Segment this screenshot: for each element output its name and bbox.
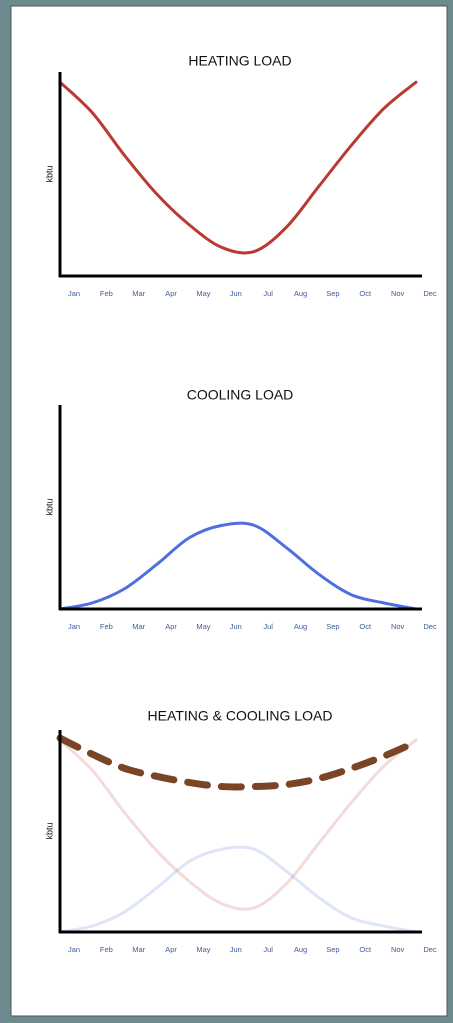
x-tick-label: Dec <box>423 622 437 631</box>
x-tick-label: Jul <box>263 622 273 631</box>
x-tick-label: Jan <box>68 289 80 298</box>
x-tick-label: Oct <box>359 945 372 954</box>
y-axis-label: kbtu <box>44 165 54 182</box>
x-tick-label: Jul <box>263 945 273 954</box>
x-tick-label: Mar <box>132 622 145 631</box>
x-tick-label: Jul <box>263 289 273 298</box>
x-tick-label: Apr <box>165 622 177 631</box>
x-tick-label: Mar <box>132 945 145 954</box>
x-tick-label: Sep <box>326 622 339 631</box>
panel <box>10 5 448 1017</box>
x-tick-label: Mar <box>132 289 145 298</box>
y-axis-label: kbtu <box>44 822 54 839</box>
x-tick-label: Aug <box>294 289 307 298</box>
line-series <box>58 80 418 255</box>
line-series <box>58 845 418 934</box>
x-tick-label: Feb <box>100 289 113 298</box>
x-tick-label: Jun <box>230 622 242 631</box>
x-tick-label: Jan <box>68 622 80 631</box>
x-tick-label: Nov <box>391 622 405 631</box>
x-tick-label: Sep <box>326 289 339 298</box>
x-tick-label: Dec <box>423 289 437 298</box>
line-series <box>58 738 418 911</box>
x-tick-label: Nov <box>391 289 405 298</box>
x-tick-label: Aug <box>294 622 307 631</box>
line-series <box>56 734 420 791</box>
chart-title: HEATING & COOLING LOAD <box>148 708 333 724</box>
x-tick-label: Nov <box>391 945 405 954</box>
chart-title: HEATING LOAD <box>188 53 291 69</box>
x-tick-label: Oct <box>359 622 372 631</box>
y-axis-label: kbtu <box>44 498 54 515</box>
x-tick-label: Aug <box>294 945 307 954</box>
x-tick-label: Jun <box>230 945 242 954</box>
line-series <box>58 521 418 611</box>
x-tick-label: Oct <box>359 289 372 298</box>
x-tick-label: Apr <box>165 945 177 954</box>
x-tick-label: Dec <box>423 945 437 954</box>
x-tick-label: Jun <box>230 289 242 298</box>
x-tick-label: May <box>196 945 210 954</box>
x-tick-label: May <box>196 622 210 631</box>
x-tick-label: Feb <box>100 945 113 954</box>
chart-title: COOLING LOAD <box>187 387 294 403</box>
x-tick-label: Feb <box>100 622 113 631</box>
x-tick-label: Apr <box>165 289 177 298</box>
x-tick-label: Sep <box>326 945 339 954</box>
x-tick-label: May <box>196 289 210 298</box>
x-tick-label: Jan <box>68 945 80 954</box>
